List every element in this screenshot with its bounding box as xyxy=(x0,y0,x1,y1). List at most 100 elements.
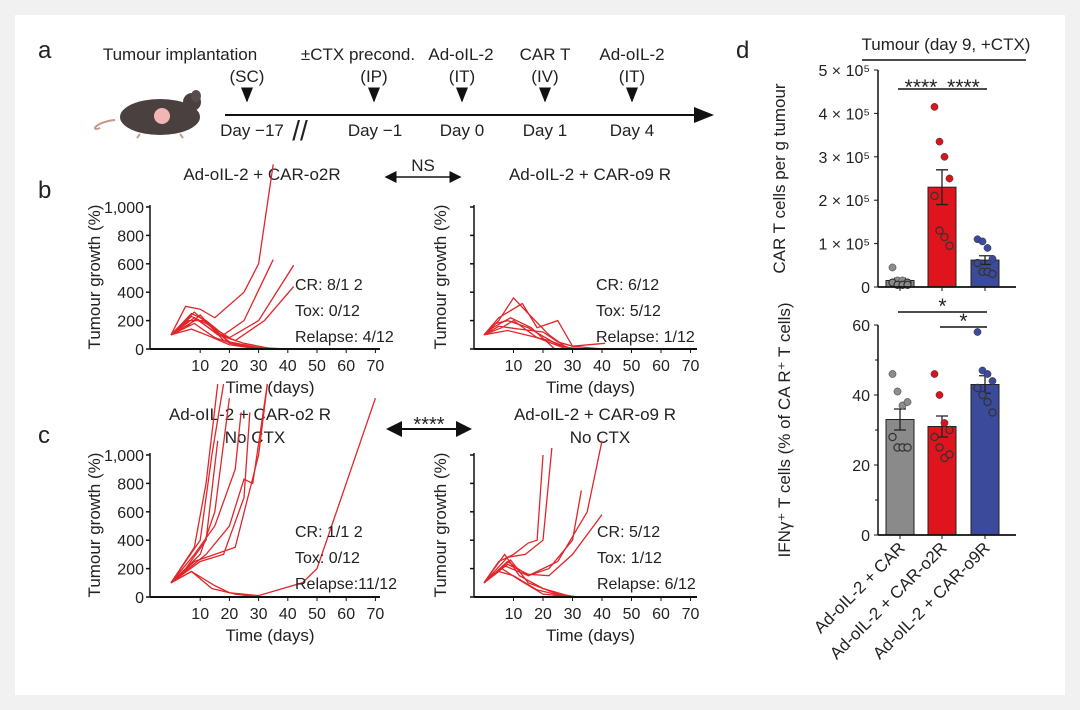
significance-stars: **** xyxy=(947,76,980,99)
y-tick-label: 20 xyxy=(852,458,870,475)
growth-curve xyxy=(170,264,295,339)
y-tick-label: 60 xyxy=(852,318,870,335)
chart-subtitle: No CTX xyxy=(225,428,285,447)
data-point xyxy=(935,391,944,399)
axis-break-mark: // xyxy=(292,115,308,146)
x-tick-label: 70 xyxy=(367,606,385,623)
data-point xyxy=(978,237,987,246)
event-label: CAR T xyxy=(520,45,571,64)
growth-chart-b-left: Ad-oIL-2 + CAR-o2R 0 200 400 600 800 1,000 10 20… xyxy=(85,164,394,397)
data-point xyxy=(888,263,897,272)
x-tick-label: 40 xyxy=(593,358,611,375)
data-point xyxy=(888,370,897,378)
x-tick-label: 10 xyxy=(191,606,209,623)
y-tick-label: 400 xyxy=(117,285,144,302)
error-bar xyxy=(936,169,948,206)
y-axis-title: Tumour growth (%) xyxy=(431,205,450,350)
event-route: (IT) xyxy=(449,67,475,86)
y-tick-label: 1,000 xyxy=(104,448,144,465)
outcome-annotation: CR: 1/1 2 xyxy=(295,524,363,541)
data-point xyxy=(973,258,982,268)
growth-curve xyxy=(170,164,274,336)
y-axis-title: IFNγ⁺ T cells (% of CA R⁺ T cells) xyxy=(775,302,794,557)
x-tick-label: 50 xyxy=(308,358,326,375)
growth-curve xyxy=(483,325,606,347)
comparison-label-c: **** xyxy=(413,414,444,436)
data-point xyxy=(945,174,954,183)
outcome-annotation: CR: 6/12 xyxy=(596,277,659,294)
growth-curve xyxy=(483,553,573,598)
data-point xyxy=(983,397,992,407)
car-t-bar-chart: Tumour (day 9, +CTX) 0 1 × 10⁵ 2 × 10⁵ 3 × 1… xyxy=(770,35,1030,297)
growth-chart-c-left: Ad-oIL-2 + CAR-o2 RNo CTX02004006008001,… xyxy=(85,383,397,645)
x-tick-label: 40 xyxy=(279,358,297,375)
chart-title: Ad-oIL-2 + CAR-o9 R xyxy=(509,165,671,184)
growth-curve xyxy=(170,318,274,350)
x-tick-label: 30 xyxy=(564,606,582,623)
data-point xyxy=(903,443,912,452)
significance-stars: * xyxy=(959,310,967,333)
x-tick-label: 20 xyxy=(221,606,239,623)
y-tick-label: 2 × 10⁵ xyxy=(818,193,870,210)
outcome-annotation: Tox: 0/12 xyxy=(295,550,360,567)
data-point xyxy=(930,370,939,378)
y-tick-label: 800 xyxy=(117,228,144,245)
event-route: (IV) xyxy=(531,67,558,86)
y-tick-label: 600 xyxy=(117,257,144,274)
growth-curve xyxy=(170,383,225,584)
outcome-annotation: CR: 8/1 2 xyxy=(295,277,363,294)
data-point xyxy=(973,328,982,336)
x-tick-label: 50 xyxy=(623,606,641,623)
event-arrows xyxy=(241,87,638,103)
growth-curve xyxy=(170,259,274,336)
growth-curve xyxy=(483,447,553,584)
growth-curve xyxy=(170,440,219,584)
x-tick-label: 60 xyxy=(337,358,355,375)
y-tick-label: 4 × 10⁵ xyxy=(818,106,870,123)
outcome-annotation: CR: 5/12 xyxy=(597,524,660,541)
event-label: Ad-oIL-2 xyxy=(599,45,664,64)
event-day: Day −17 xyxy=(220,121,284,140)
data-point xyxy=(973,383,982,393)
data-point xyxy=(888,432,897,442)
panel-label-c: c xyxy=(38,422,50,449)
x-tick-label: 50 xyxy=(623,358,641,375)
outcome-annotation: Tox: 5/12 xyxy=(596,303,661,320)
significance-stars: **** xyxy=(905,76,938,99)
y-axis-title: CAR T cells per g tumour xyxy=(770,83,789,274)
comparison-label-b: NS xyxy=(411,156,435,175)
x-axis-title: Time (days) xyxy=(546,626,635,645)
data-point xyxy=(935,137,944,146)
mouse-icon xyxy=(94,90,201,139)
growth-chart-b-right: Ad-oIL-2 + CAR-o9 R 10 20 30 40 50 60 70 Time (d… xyxy=(431,165,700,397)
event-day: Day 1 xyxy=(523,121,567,140)
x-axis-title: Time (days) xyxy=(225,626,314,645)
outcome-annotation: Relapse: 4/12 xyxy=(295,329,394,346)
outcome-annotation: Relapse: 6/12 xyxy=(597,576,696,593)
y-tick-label: 200 xyxy=(117,562,144,579)
chart-title: Ad-oIL-2 + CAR-o2R xyxy=(183,165,340,184)
growth-curve xyxy=(483,329,573,350)
data-point xyxy=(978,390,987,400)
data-point xyxy=(940,232,949,242)
data-point xyxy=(983,244,992,252)
outcome-annotation: Relapse: 1/12 xyxy=(596,329,695,346)
event-day: Day 0 xyxy=(440,121,484,140)
growth-curve xyxy=(483,559,579,598)
x-tick-label: 60 xyxy=(652,606,670,623)
data-point xyxy=(930,191,939,201)
y-tick-label: 1 × 10⁵ xyxy=(818,237,870,254)
y-axis-title: Tumour growth (%) xyxy=(85,205,104,350)
x-tick-label: 40 xyxy=(279,606,297,623)
chart-title: Tumour (day 9, +CTX) xyxy=(862,35,1031,54)
data-point xyxy=(940,152,949,161)
y-tick-label: 0 xyxy=(135,342,144,359)
data-point xyxy=(988,254,997,263)
growth-curve xyxy=(170,412,251,584)
growth-curve xyxy=(483,570,567,598)
data-point xyxy=(988,408,997,417)
growth-curve xyxy=(170,397,377,597)
event-label: ±CTX precond. xyxy=(301,45,415,64)
y-tick-label: 0 xyxy=(861,528,870,545)
y-axis-title: Tumour growth (%) xyxy=(85,453,104,598)
